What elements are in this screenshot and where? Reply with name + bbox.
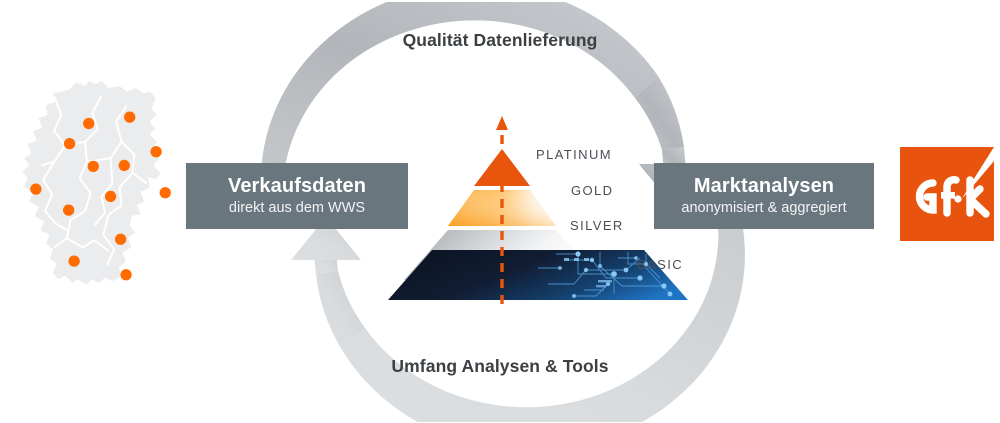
germany-map [6,78,186,293]
verkaufsdaten-box[interactable]: Verkaufsdaten direkt aus dem WWS [186,163,408,229]
verkaufsdaten-title: Verkaufsdaten [227,175,367,198]
cycle-caption-bottom: Umfang Analysen & Tools [391,356,609,376]
cycle-caption-top: Qualität Datenlieferung [402,30,598,50]
marktanalysen-title: Marktanalysen [693,175,835,198]
tier-label-silver: SILVER [570,218,624,233]
growth-arrow-icon [496,116,508,304]
arrow-to-verkaufsdaten [291,202,745,422]
tier-basic-shape [388,250,688,300]
verkaufsdaten-subtitle: direkt aus dem WWS [228,199,366,216]
marktanalysen-box[interactable]: Marktanalysen anonymisiert & aggregiert [654,163,874,229]
gfk-logo [900,147,994,241]
service-tier-pyramid [378,108,698,308]
circuit-nodes [558,251,673,298]
tier-label-basic: BASIC [637,257,684,272]
tier-label-gold: GOLD [571,183,614,198]
marktanalysen-subtitle: anonymisiert & aggregiert [681,199,847,216]
tier-label-platinum: PLATINUM [536,147,612,162]
map-landmass [20,78,163,287]
map-location-dots [30,111,171,281]
